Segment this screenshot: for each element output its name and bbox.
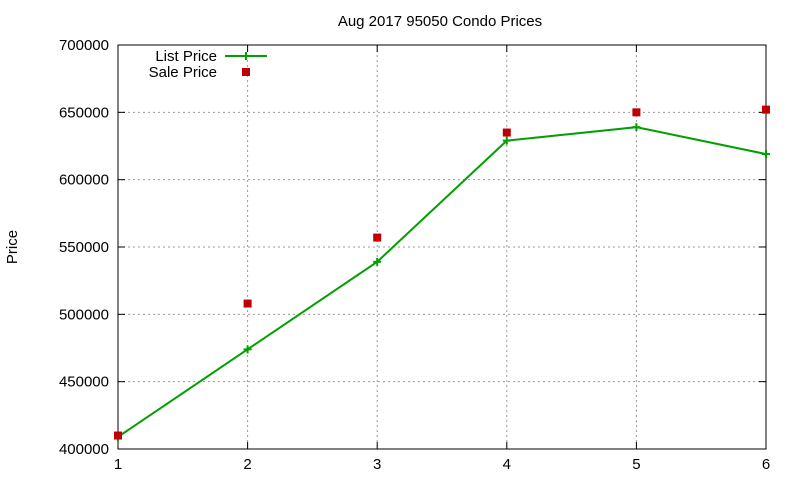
data-series bbox=[114, 105, 770, 441]
y-tick-label: 700000 bbox=[59, 37, 109, 54]
data-point bbox=[243, 345, 252, 354]
data-point bbox=[632, 123, 641, 132]
x-tick-label: 1 bbox=[114, 456, 122, 473]
data-point bbox=[762, 105, 770, 114]
x-tick-label: 4 bbox=[503, 456, 511, 473]
x-tick-label: 5 bbox=[632, 456, 640, 473]
y-tick-label: 650000 bbox=[59, 104, 109, 121]
x-tick-label: 6 bbox=[762, 456, 770, 473]
legend-item: Sale Price bbox=[149, 64, 250, 81]
data-point bbox=[762, 150, 770, 159]
legend-marker bbox=[242, 68, 250, 76]
data-point bbox=[243, 299, 252, 308]
data-point bbox=[502, 136, 511, 145]
data-point bbox=[373, 233, 382, 242]
series-list-price bbox=[114, 123, 770, 441]
y-tick-label: 500000 bbox=[59, 306, 109, 323]
x-tick-label: 2 bbox=[243, 456, 251, 473]
legend-item: List Price bbox=[155, 48, 267, 65]
x-tick-label: 3 bbox=[373, 456, 381, 473]
y-axis-label: Price bbox=[4, 230, 21, 264]
y-tick-label: 400000 bbox=[59, 441, 109, 458]
data-point bbox=[373, 257, 382, 266]
data-point bbox=[502, 128, 511, 137]
legend-marker bbox=[242, 52, 250, 60]
plot-area-border bbox=[117, 44, 767, 450]
series-sale-price bbox=[114, 105, 770, 440]
data-point bbox=[114, 431, 122, 440]
y-tick-label: 450000 bbox=[59, 374, 109, 391]
y-tick-label: 600000 bbox=[59, 172, 109, 189]
data-point bbox=[632, 108, 641, 117]
grid-lines bbox=[118, 45, 766, 449]
chart-title: Aug 2017 95050 Condo Prices bbox=[338, 13, 542, 30]
legend-label: List Price bbox=[155, 48, 217, 65]
axis-ticks: 400000 450000 500000 550000 600000 650000 7000… bbox=[59, 37, 770, 473]
legend-label: Sale Price bbox=[149, 64, 217, 81]
y-tick-label: 550000 bbox=[59, 239, 109, 256]
series-line bbox=[117, 126, 767, 438]
